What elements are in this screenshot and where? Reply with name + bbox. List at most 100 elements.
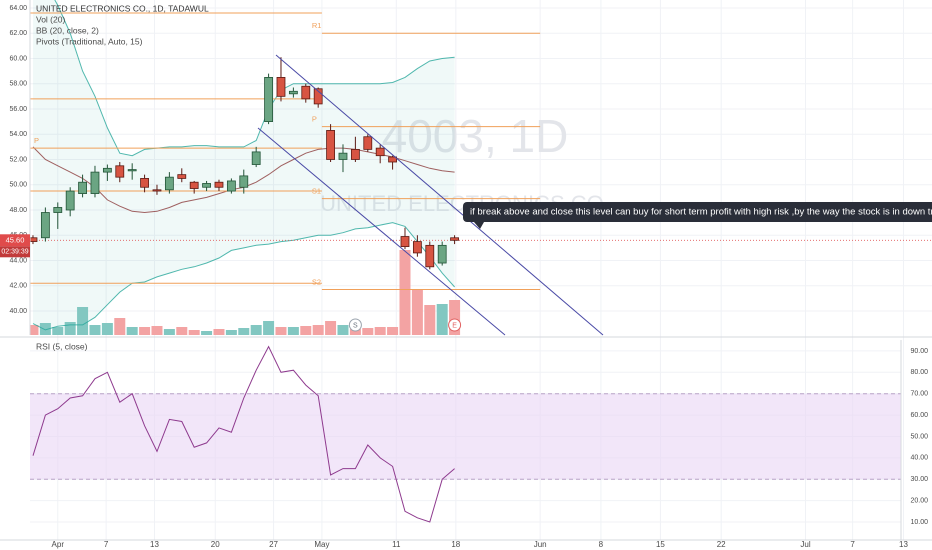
watermark-symbol: 4003, 1D bbox=[382, 110, 569, 162]
pivot-label: S1 bbox=[312, 187, 321, 196]
y-tick-label: 48.00 bbox=[9, 207, 27, 214]
volume-bar bbox=[349, 329, 361, 335]
x-tick-label: 13 bbox=[150, 540, 159, 549]
candle-body bbox=[40, 212, 50, 239]
candle-body bbox=[388, 156, 397, 163]
candle-body bbox=[164, 176, 174, 191]
event-label: S bbox=[353, 322, 358, 329]
candle-body bbox=[375, 147, 385, 157]
candle-body bbox=[214, 181, 224, 188]
candle-body bbox=[152, 189, 162, 192]
candle-body bbox=[264, 77, 273, 123]
candle-body bbox=[226, 180, 236, 192]
volume-bar bbox=[163, 329, 175, 335]
pivot-label: R1 bbox=[312, 21, 322, 30]
volume-bar bbox=[30, 325, 39, 335]
volume-bar bbox=[325, 321, 337, 335]
volume-bar bbox=[52, 327, 64, 335]
event-marker bbox=[448, 318, 462, 332]
y-tick-label: 52.00 bbox=[9, 156, 27, 163]
volume-bar bbox=[225, 330, 237, 335]
candle-body bbox=[437, 244, 447, 264]
y-tick-label: 40.00 bbox=[9, 308, 27, 315]
event-marker bbox=[348, 318, 362, 332]
volume-bar bbox=[238, 328, 250, 335]
price-pane: P R1 P S1 S2 bbox=[30, 0, 932, 335]
volume-bar bbox=[387, 327, 399, 335]
event-label: E bbox=[452, 322, 457, 329]
volume-bar bbox=[300, 326, 312, 335]
candle-body bbox=[239, 175, 249, 188]
volume-bar bbox=[188, 330, 200, 335]
candle-body bbox=[288, 90, 298, 95]
candle-body bbox=[78, 181, 87, 194]
countdown-box bbox=[0, 246, 30, 258]
rsi-pane bbox=[30, 345, 901, 523]
volume-bar bbox=[337, 325, 349, 335]
x-tick-label: Jul bbox=[800, 540, 810, 549]
annotation-pointer bbox=[474, 222, 484, 229]
last-price-box bbox=[0, 234, 30, 247]
trend-line[interactable] bbox=[275, 54, 604, 336]
y-tick-label: 50.00 bbox=[910, 433, 928, 440]
bb-lower bbox=[32, 222, 455, 331]
volume-bar bbox=[114, 318, 126, 335]
candle-body bbox=[363, 136, 373, 150]
pivot-label: S2 bbox=[312, 278, 321, 287]
candle-body bbox=[90, 171, 100, 194]
y-tick-label: 50.00 bbox=[9, 182, 27, 189]
candle-body bbox=[400, 236, 410, 248]
indicator-label: BB (20, close, 2) bbox=[36, 25, 99, 35]
x-tick-label: May bbox=[314, 540, 329, 549]
x-tick-label: Jun bbox=[534, 540, 547, 549]
volume-bar bbox=[374, 327, 386, 335]
candle-body bbox=[350, 148, 360, 160]
volume-bar bbox=[213, 329, 225, 335]
y-tick-label: 62.00 bbox=[9, 30, 27, 37]
volume-bar bbox=[399, 250, 411, 335]
volume-bar bbox=[77, 307, 89, 335]
candle-body bbox=[412, 241, 422, 254]
annotation-box[interactable] bbox=[463, 202, 932, 222]
volume-bar bbox=[436, 304, 448, 335]
candle-body bbox=[127, 169, 137, 172]
pivot-label: P bbox=[34, 136, 39, 145]
y-tick-label: 60.00 bbox=[9, 55, 27, 62]
candle-body bbox=[189, 181, 199, 189]
x-tick-label: Apr bbox=[52, 540, 65, 549]
x-tick-label: 20 bbox=[211, 540, 220, 549]
candle-body bbox=[65, 190, 75, 211]
candle-body bbox=[276, 77, 286, 97]
y-tick-label: 42.00 bbox=[9, 283, 27, 290]
candle-body bbox=[313, 88, 323, 105]
x-tick-label: 18 bbox=[451, 540, 460, 549]
volume-bar bbox=[89, 325, 101, 335]
volume-bar bbox=[39, 323, 51, 335]
candle-body bbox=[202, 183, 211, 188]
y-tick-label: 54.00 bbox=[9, 131, 27, 138]
rsi-band bbox=[30, 393, 901, 480]
volume-bar bbox=[176, 327, 188, 335]
x-tick-label: 22 bbox=[717, 540, 726, 549]
annotation-text[interactable]: if break above and close this level can … bbox=[470, 207, 932, 218]
volume-bar bbox=[449, 300, 461, 335]
x-tick-label: 11 bbox=[392, 540, 401, 549]
candle-body bbox=[450, 237, 459, 241]
x-tick-label: 13 bbox=[899, 540, 908, 549]
trend-line[interactable] bbox=[257, 127, 506, 336]
x-tick-label: 7 bbox=[104, 540, 109, 549]
volume-bar bbox=[101, 323, 113, 335]
y-tick-label: 90.00 bbox=[910, 348, 928, 355]
candle-body bbox=[338, 152, 348, 160]
bb-upper bbox=[54, 0, 455, 157]
volume-bar bbox=[139, 327, 151, 335]
volume-bar bbox=[362, 328, 374, 335]
rsi-title: RSI (5, close) bbox=[36, 341, 88, 351]
candle-body bbox=[140, 178, 149, 188]
y-tick-label: 56.00 bbox=[9, 106, 27, 113]
y-tick-label: 40.00 bbox=[910, 455, 928, 462]
y-tick-label: 10.00 bbox=[910, 519, 928, 526]
candle-body bbox=[326, 130, 335, 160]
